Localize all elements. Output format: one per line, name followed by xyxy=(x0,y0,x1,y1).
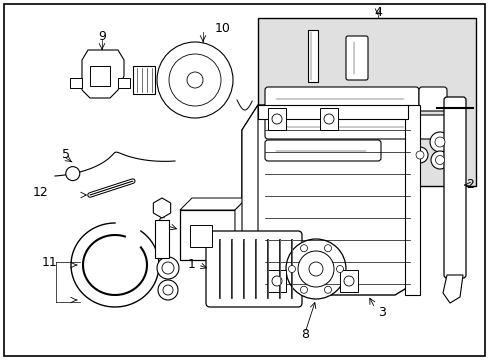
Text: 7: 7 xyxy=(210,266,219,279)
FancyBboxPatch shape xyxy=(418,115,446,139)
Bar xyxy=(404,105,419,295)
FancyBboxPatch shape xyxy=(418,87,446,111)
Circle shape xyxy=(324,245,331,252)
Bar xyxy=(319,108,337,130)
Bar xyxy=(180,210,235,260)
Text: 3: 3 xyxy=(377,306,385,319)
Circle shape xyxy=(324,286,331,293)
Polygon shape xyxy=(442,275,462,303)
Bar xyxy=(307,30,317,82)
Circle shape xyxy=(434,137,444,147)
Bar xyxy=(267,270,285,292)
Text: 12: 12 xyxy=(32,185,48,198)
Circle shape xyxy=(300,286,307,293)
Circle shape xyxy=(157,257,179,279)
Bar xyxy=(90,66,110,86)
Bar xyxy=(70,78,82,88)
Polygon shape xyxy=(82,50,124,98)
Text: 11: 11 xyxy=(42,256,58,269)
Bar xyxy=(155,220,169,258)
Circle shape xyxy=(343,276,353,286)
Circle shape xyxy=(162,262,174,274)
Text: 4: 4 xyxy=(373,5,381,18)
Bar xyxy=(258,105,407,119)
FancyBboxPatch shape xyxy=(264,87,418,111)
Circle shape xyxy=(169,54,221,106)
Circle shape xyxy=(163,285,173,295)
Text: 2: 2 xyxy=(465,179,473,192)
Circle shape xyxy=(297,251,333,287)
Text: 8: 8 xyxy=(301,328,308,342)
Circle shape xyxy=(66,167,80,181)
FancyBboxPatch shape xyxy=(346,36,367,80)
Circle shape xyxy=(324,114,333,124)
Bar xyxy=(133,66,155,94)
Circle shape xyxy=(186,72,203,88)
Circle shape xyxy=(300,245,307,252)
Circle shape xyxy=(430,151,448,169)
Bar xyxy=(267,108,285,130)
Circle shape xyxy=(429,132,449,152)
Text: 9: 9 xyxy=(98,30,106,42)
Bar xyxy=(118,78,130,88)
Polygon shape xyxy=(153,198,170,218)
Polygon shape xyxy=(180,198,246,210)
Bar xyxy=(190,225,212,247)
Circle shape xyxy=(157,42,232,118)
Text: 5: 5 xyxy=(62,148,70,162)
Circle shape xyxy=(285,239,346,299)
Bar xyxy=(339,270,357,292)
Circle shape xyxy=(415,151,423,159)
FancyBboxPatch shape xyxy=(264,115,418,139)
Circle shape xyxy=(435,156,444,165)
Circle shape xyxy=(158,280,178,300)
Circle shape xyxy=(271,114,282,124)
Circle shape xyxy=(271,276,282,286)
Text: 1: 1 xyxy=(188,258,196,271)
Polygon shape xyxy=(242,105,419,295)
FancyBboxPatch shape xyxy=(205,231,302,307)
Text: 6: 6 xyxy=(157,216,164,229)
Text: 10: 10 xyxy=(215,22,230,35)
Circle shape xyxy=(288,266,295,273)
Polygon shape xyxy=(235,198,246,260)
FancyBboxPatch shape xyxy=(443,97,465,278)
FancyBboxPatch shape xyxy=(264,140,380,161)
Circle shape xyxy=(308,262,323,276)
Polygon shape xyxy=(242,105,258,295)
Bar xyxy=(258,18,475,186)
Circle shape xyxy=(411,147,427,163)
Circle shape xyxy=(336,266,343,273)
